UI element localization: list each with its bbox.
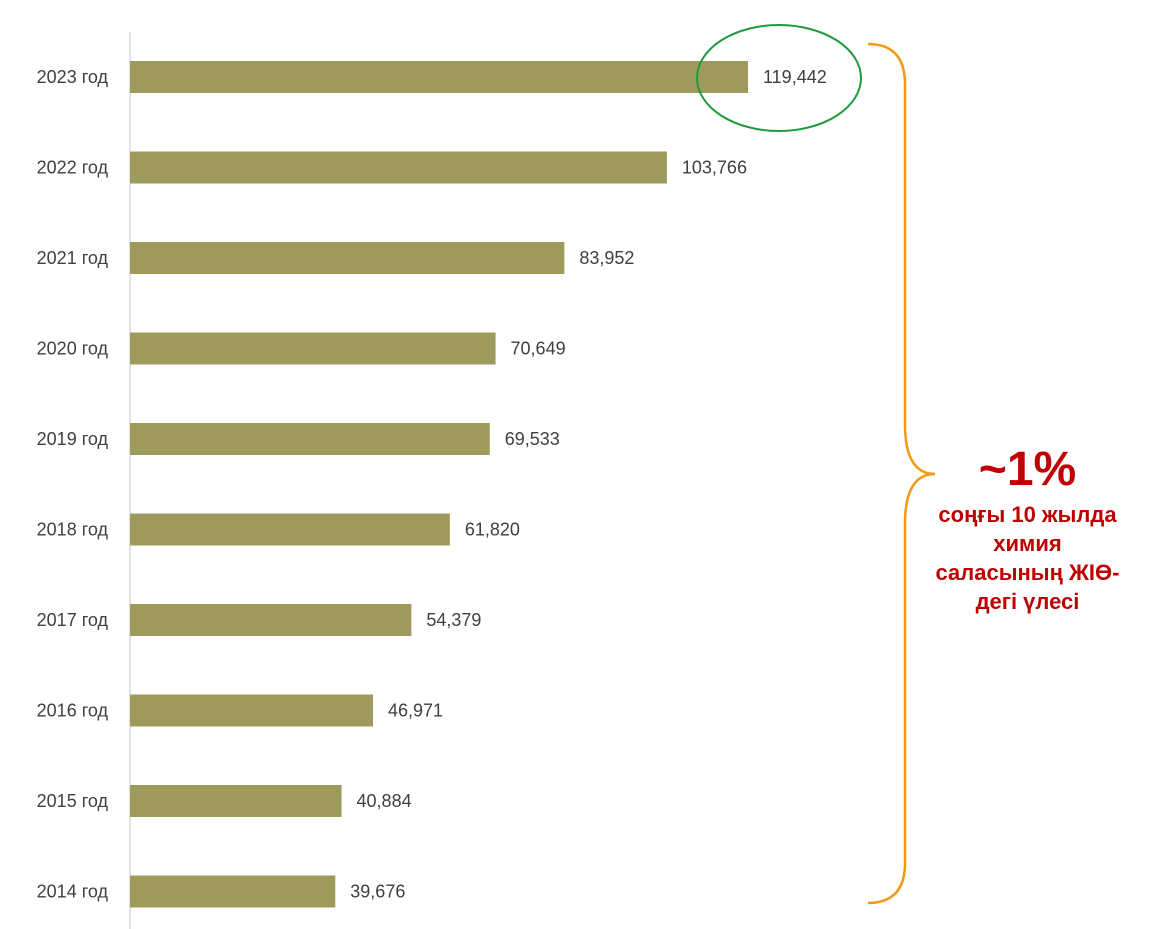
- bars-group: 2023 год 119,442 2022 год 103,766 2021 год 83…: [37, 61, 827, 908]
- bar-2020-год: [130, 332, 496, 365]
- value-label: 39,676: [350, 882, 405, 902]
- curly-brace: [867, 42, 936, 905]
- category-label: 2015 год: [37, 791, 109, 811]
- category-label: 2021 год: [37, 248, 109, 268]
- value-label: 70,649: [511, 339, 566, 359]
- category-label: 2022 год: [37, 158, 109, 178]
- category-label: 2019 год: [37, 429, 109, 449]
- bar-2023-год: [130, 61, 748, 93]
- category-label: 2014 год: [37, 882, 109, 902]
- bar-2018-год: [130, 513, 450, 546]
- bar-2015-год: [130, 785, 342, 817]
- category-label: 2017 год: [37, 610, 109, 630]
- category-label: 2023 год: [37, 67, 109, 87]
- bar-2019-год: [130, 423, 490, 455]
- value-label: 40,884: [357, 791, 412, 811]
- value-label: 46,971: [388, 701, 443, 721]
- value-label: 119,442: [763, 67, 827, 87]
- bar-2016-год: [130, 694, 374, 727]
- annotation-line-1: соңғы 10 жылда: [938, 502, 1117, 527]
- share-annotation: ~1% соңғы 10 жылда химия саласының ЖІӨ- …: [905, 440, 1150, 616]
- category-label: 2018 год: [37, 520, 109, 540]
- category-label: 2016 год: [37, 701, 109, 721]
- annotation-line-2: химия: [993, 531, 1062, 556]
- category-label: 2020 год: [37, 339, 109, 359]
- annotation-line-4: дегі үлесі: [975, 589, 1080, 614]
- value-label: 61,820: [465, 520, 520, 540]
- value-label: 83,952: [579, 248, 634, 268]
- value-label: 103,766: [682, 158, 747, 178]
- annotation-headline: ~1%: [978, 443, 1077, 496]
- highlight-circle: [696, 24, 862, 132]
- bar-2021-год: [130, 242, 565, 274]
- bar-2022-год: [130, 151, 667, 184]
- bar-2014-год: [130, 875, 336, 908]
- bar-2017-год: [130, 604, 412, 636]
- value-label: 54,379: [426, 610, 481, 630]
- annotation-line-3: саласының ЖІӨ-: [935, 560, 1120, 585]
- value-label: 69,533: [505, 429, 560, 449]
